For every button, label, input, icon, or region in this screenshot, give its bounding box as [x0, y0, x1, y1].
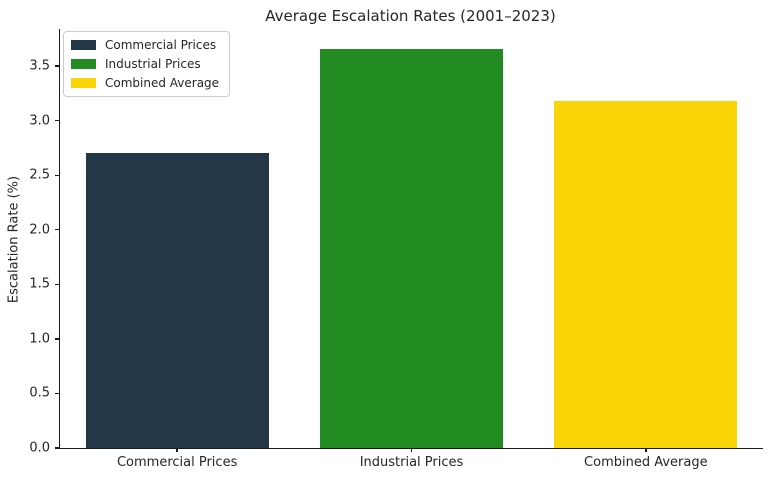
bar-commercial-prices: [85, 153, 269, 448]
legend-label: Combined Average: [105, 76, 220, 90]
x-tick: [176, 448, 178, 452]
y-tick: [55, 229, 60, 231]
y-tick-label-1.5: 1.5: [29, 276, 50, 292]
x-tick-label-combined-average: Combined Average: [584, 455, 708, 470]
y-tick-label-3.0: 3.0: [29, 113, 50, 129]
y-tick-label-2.0: 2.0: [29, 222, 50, 238]
x-tick-label-industrial-prices: Industrial Prices: [359, 455, 464, 470]
y-tick-label-0.5: 0.5: [29, 385, 50, 401]
chart-title: Average Escalation Rates (2001–2023): [265, 7, 556, 25]
plot-area: Commercial Prices Industrial Prices Combin…: [29, 29, 763, 470]
legend-swatch-icon: [71, 40, 96, 50]
legend-item-industrial-prices: Industrial Prices: [71, 57, 219, 71]
y-tick: [55, 447, 60, 449]
bar-industrial-prices: [320, 48, 503, 448]
legend-label: Industrial Prices: [105, 57, 201, 71]
x-tick: [410, 448, 413, 452]
bar-combined-average: [554, 101, 738, 448]
legend: Commercial Prices Industrial Prices Combin…: [63, 31, 231, 97]
legend-label: Commercial Prices: [105, 38, 217, 52]
y-tick-label-3.5: 3.5: [29, 58, 50, 74]
y-tick-label-2.5: 2.5: [29, 167, 50, 183]
legend-swatch-icon: [71, 59, 96, 69]
x-tick: [645, 448, 647, 452]
y-tick-label-0.0: 0.0: [29, 440, 50, 456]
legend-swatch-icon: [71, 78, 96, 88]
legend-item-combined-average: Combined Average: [71, 76, 219, 90]
x-tick-label-commercial-prices: Commercial Prices: [116, 455, 238, 470]
y-tick: [55, 283, 60, 286]
y-axis-label: Escalation Rate (%): [6, 175, 22, 304]
y-tick: [55, 119, 60, 122]
y-tick-label-1.0: 1.0: [29, 331, 50, 347]
y-tick: [55, 65, 60, 67]
y-tick: [55, 174, 60, 176]
y-tick: [55, 392, 60, 395]
legend-item-commercial-prices: Commercial Prices: [71, 38, 219, 52]
y-tick: [55, 338, 60, 340]
